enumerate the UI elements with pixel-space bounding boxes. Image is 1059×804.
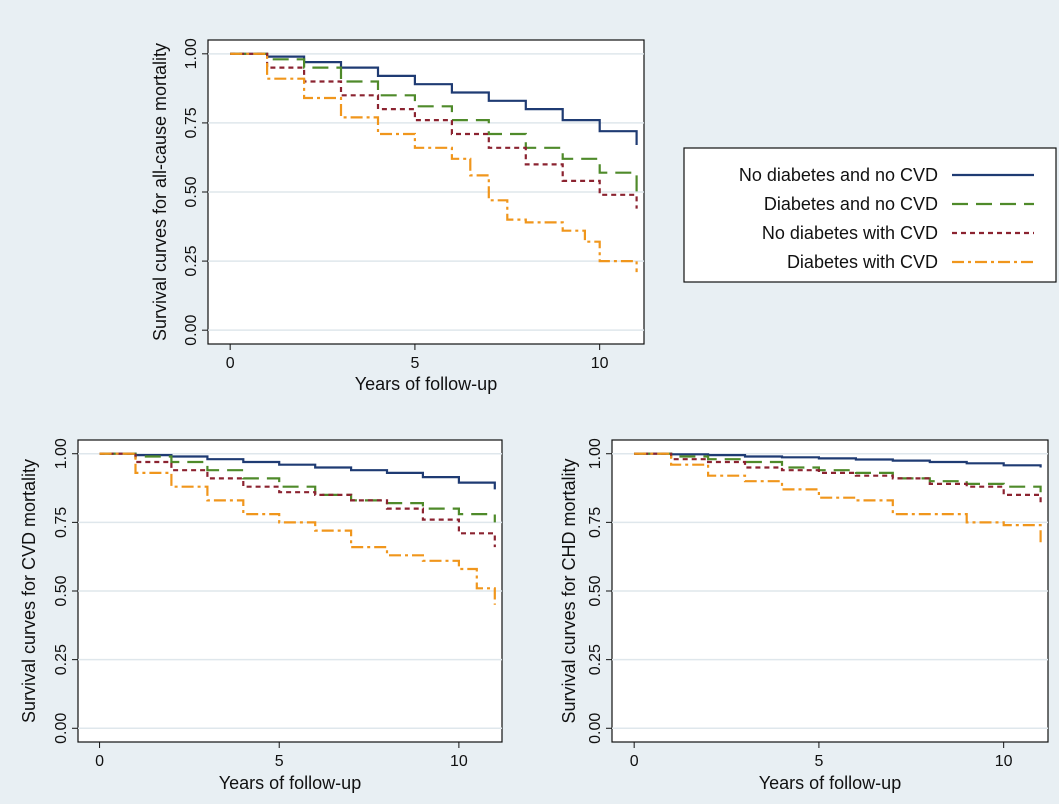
x-tick-label: 0 bbox=[630, 753, 639, 770]
y-tick-label: 1.00 bbox=[587, 438, 604, 469]
x-axis-label: Years of follow-up bbox=[355, 374, 497, 394]
series-line-no-diabetes-with-cvd bbox=[230, 52, 638, 209]
legend-label: No diabetes with CVD bbox=[762, 223, 938, 243]
x-tick-label: 5 bbox=[275, 753, 284, 770]
x-axis-label: Years of follow-up bbox=[759, 773, 901, 793]
y-axis-label: Survival curves for CVD mortality bbox=[19, 459, 39, 723]
y-tick-label: 1.00 bbox=[53, 438, 70, 469]
legend-label: No diabetes and no CVD bbox=[739, 165, 938, 185]
y-tick-label: 0.50 bbox=[53, 575, 70, 606]
y-tick-label: 0.50 bbox=[183, 176, 200, 207]
x-tick-label: 10 bbox=[450, 753, 468, 770]
y-axis-label: Survival curves for CHD mortality bbox=[559, 458, 579, 723]
series-line-diabetes-and-no-cvd bbox=[230, 52, 638, 192]
x-tick-label: 10 bbox=[995, 753, 1013, 770]
y-tick-label: 0.00 bbox=[183, 315, 200, 346]
series-line-diabetes-with-cvd bbox=[99, 452, 496, 605]
legend-label: Diabetes and no CVD bbox=[764, 194, 938, 214]
panel-all-cause-mortality: 0.00 0.25 0.50 0.75 1.00 0 5 10 Years of follow-… bbox=[150, 38, 645, 394]
panel-chd-mortality: 0.00 0.25 0.50 0.75 1.00 0 5 10 Years of follow-… bbox=[559, 438, 1049, 793]
y-tick-label: 0.00 bbox=[53, 713, 70, 744]
legend-box bbox=[683, 147, 1057, 283]
y-axis-label: Survival curves for all-cause mortality bbox=[150, 43, 170, 341]
y-tick-label: 0.50 bbox=[587, 575, 604, 606]
y-tick-label: 0.75 bbox=[183, 107, 200, 138]
series-line-diabetes-with-cvd bbox=[634, 452, 1042, 545]
x-tick-label: 0 bbox=[226, 355, 235, 372]
y-tick-label: 0.75 bbox=[587, 507, 604, 538]
x-tick-label: 0 bbox=[95, 753, 104, 770]
y-tick-label: 0.75 bbox=[53, 507, 70, 538]
series-line-diabetes-with-cvd bbox=[230, 52, 638, 273]
x-tick-label: 10 bbox=[591, 355, 609, 372]
series-line-no-diabetes-with-cvd bbox=[99, 452, 496, 548]
y-tick-label: 0.25 bbox=[587, 644, 604, 675]
x-axis-label: Years of follow-up bbox=[219, 773, 361, 793]
y-tick-label: 1.00 bbox=[183, 38, 200, 69]
y-tick-label: 0.25 bbox=[53, 644, 70, 675]
series-line-no-diabetes-and-no-cvd bbox=[634, 452, 1042, 468]
y-tick-label: 0.00 bbox=[587, 713, 604, 744]
legend: No diabetes and no CVD Diabetes and no CV… bbox=[683, 147, 1057, 283]
series-line-diabetes-and-no-cvd bbox=[99, 452, 496, 523]
x-tick-label: 5 bbox=[814, 753, 823, 770]
x-tick-label: 5 bbox=[410, 355, 419, 372]
series-line-diabetes-and-no-cvd bbox=[634, 452, 1042, 493]
legend-label: Diabetes with CVD bbox=[787, 252, 938, 272]
panel-cvd-mortality: 0.00 0.25 0.50 0.75 1.00 0 5 10 Years of follow-… bbox=[19, 438, 503, 793]
series-line-no-diabetes-with-cvd bbox=[634, 452, 1042, 506]
y-tick-label: 0.25 bbox=[183, 245, 200, 276]
